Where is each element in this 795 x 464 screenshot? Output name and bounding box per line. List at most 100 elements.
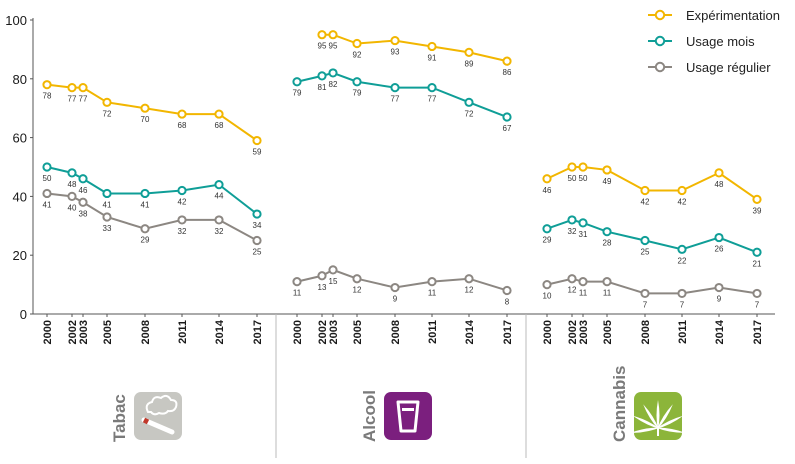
x-tick-label: 2014 <box>714 319 726 344</box>
data-point-tabac-usage-regulier <box>252 235 262 246</box>
legend-item-experimentation: Expérimentation <box>648 8 780 23</box>
glass-foam <box>402 408 414 411</box>
data-label-tabac-experimentation: 68 <box>178 121 187 130</box>
x-tick-label: 2008 <box>140 320 152 344</box>
data-point-alcool-usage-mois <box>390 83 400 93</box>
data-point-alcool-experimentation <box>328 30 338 40</box>
data-label-tabac-experimentation: 78 <box>43 92 52 101</box>
data-point-alcool-usage-regulier <box>328 265 338 275</box>
data-point-cannabis-experimentation <box>542 174 552 184</box>
data-label-tabac-experimentation: 77 <box>68 95 77 104</box>
data-point-cannabis-experimentation <box>640 185 650 196</box>
y-tick-label: 60 <box>13 131 27 146</box>
data-point-tabac-usage-regulier <box>214 215 224 225</box>
legend-item-usage-regulier: Usage régulier <box>648 60 771 75</box>
data-label-alcool-experimentation: 95 <box>318 42 327 51</box>
x-tick-label: 2011 <box>177 320 189 344</box>
data-point-cannabis-usage-regulier <box>752 288 762 299</box>
legend-item-usage-mois: Usage mois <box>648 34 755 49</box>
data-point-alcool-usage-regulier <box>427 277 437 287</box>
panel-label-cannabis: Cannabis <box>610 365 629 442</box>
data-point-cannabis-usage-regulier <box>567 274 577 284</box>
data-label-tabac-usage-mois: 41 <box>103 200 112 209</box>
data-label-alcool-usage-mois: 67 <box>503 124 512 133</box>
data-label-cannabis-experimentation: 48 <box>715 180 724 189</box>
icon-background <box>134 392 182 440</box>
cigarette-body <box>141 417 175 435</box>
data-label-alcool-experimentation: 95 <box>329 42 338 51</box>
data-label-cannabis-usage-regulier: 11 <box>579 289 588 298</box>
data-point-tabac-experimentation <box>214 109 224 119</box>
data-label-cannabis-usage-mois: 21 <box>753 259 762 268</box>
series-line-alcool-experimentation <box>322 33 508 63</box>
data-point-alcool-usage-mois <box>317 71 327 81</box>
data-label-alcool-usage-regulier: 9 <box>393 295 398 304</box>
x-tick-label: 2008 <box>390 320 402 344</box>
y-tick-label: 100 <box>5 13 27 28</box>
data-point-tabac-usage-mois <box>252 209 262 219</box>
leaf-blade <box>656 427 686 433</box>
data-label-alcool-usage-regulier: 8 <box>505 297 510 306</box>
data-label-alcool-usage-regulier: 11 <box>293 289 302 298</box>
data-point-alcool-experimentation <box>464 47 474 57</box>
data-label-tabac-usage-regulier: 32 <box>178 227 187 236</box>
data-point-tabac-usage-regulier <box>67 191 77 201</box>
data-point-alcool-usage-mois <box>352 77 362 87</box>
data-point-tabac-experimentation <box>78 83 88 93</box>
x-tick-label: 2014 <box>464 319 476 344</box>
data-point-tabac-experimentation <box>252 135 262 146</box>
x-tick-label: 2000 <box>292 320 304 344</box>
data-point-cannabis-usage-regulier <box>640 288 650 299</box>
data-point-alcool-usage-mois <box>292 77 302 87</box>
x-tick-label: 2002 <box>567 320 579 344</box>
data-point-alcool-usage-mois <box>328 68 338 78</box>
data-label-tabac-usage-regulier: 29 <box>141 236 150 245</box>
x-tick-label: 2003 <box>328 320 340 344</box>
series-line-cannabis-experimentation <box>546 166 758 201</box>
data-point-cannabis-usage-mois <box>752 247 762 257</box>
data-label-tabac-usage-mois: 34 <box>253 221 262 230</box>
data-point-tabac-usage-mois <box>67 168 77 178</box>
data-label-cannabis-usage-mois: 31 <box>579 230 588 239</box>
data-point-cannabis-usage-mois <box>714 232 724 243</box>
x-tick-label: 2017 <box>252 320 264 344</box>
data-point-tabac-usage-mois <box>177 185 187 196</box>
data-label-alcool-usage-mois: 77 <box>428 95 437 104</box>
data-label-tabac-experimentation: 77 <box>79 95 88 104</box>
data-point-cannabis-usage-regulier <box>714 282 724 293</box>
data-point-alcool-experimentation <box>317 30 327 40</box>
x-tick-label: 2005 <box>602 320 614 344</box>
data-label-cannabis-usage-regulier: 9 <box>717 295 722 304</box>
data-label-tabac-usage-mois: 50 <box>43 174 52 183</box>
data-point-alcool-usage-mois <box>464 97 474 107</box>
data-label-alcool-experimentation: 91 <box>428 53 437 62</box>
data-label-tabac-experimentation: 70 <box>141 115 150 124</box>
data-label-tabac-usage-regulier: 33 <box>103 224 112 233</box>
data-label-tabac-experimentation: 72 <box>103 109 112 118</box>
x-tick-label: 2000 <box>42 320 54 344</box>
data-label-cannabis-usage-regulier: 7 <box>755 300 760 309</box>
data-point-alcool-experimentation <box>390 35 400 46</box>
leaf-blade <box>632 415 660 429</box>
data-label-alcool-experimentation: 92 <box>353 51 362 60</box>
data-point-tabac-usage-mois <box>42 162 52 172</box>
x-tick-label: 2005 <box>352 320 364 344</box>
smoke-shape <box>145 394 178 416</box>
data-label-alcool-usage-mois: 72 <box>465 109 474 118</box>
data-point-cannabis-experimentation <box>602 165 612 175</box>
y-tick-label: 80 <box>13 72 27 87</box>
data-point-tabac-usage-regulier <box>102 212 112 222</box>
data-label-cannabis-usage-mois: 28 <box>603 239 612 248</box>
data-point-cannabis-usage-mois <box>677 244 687 254</box>
data-label-tabac-usage-mois: 44 <box>215 192 224 201</box>
data-label-tabac-usage-regulier: 41 <box>43 200 52 209</box>
y-tick-label: 40 <box>13 189 27 204</box>
x-tick-label: 2017 <box>752 320 764 344</box>
x-tick-label: 2003 <box>78 320 90 344</box>
data-label-cannabis-usage-regulier: 11 <box>603 289 612 298</box>
x-tick-label: 2017 <box>502 320 514 344</box>
data-point-cannabis-usage-mois <box>578 218 588 228</box>
data-label-cannabis-experimentation: 42 <box>678 198 687 207</box>
data-point-alcool-usage-regulier <box>390 282 400 293</box>
